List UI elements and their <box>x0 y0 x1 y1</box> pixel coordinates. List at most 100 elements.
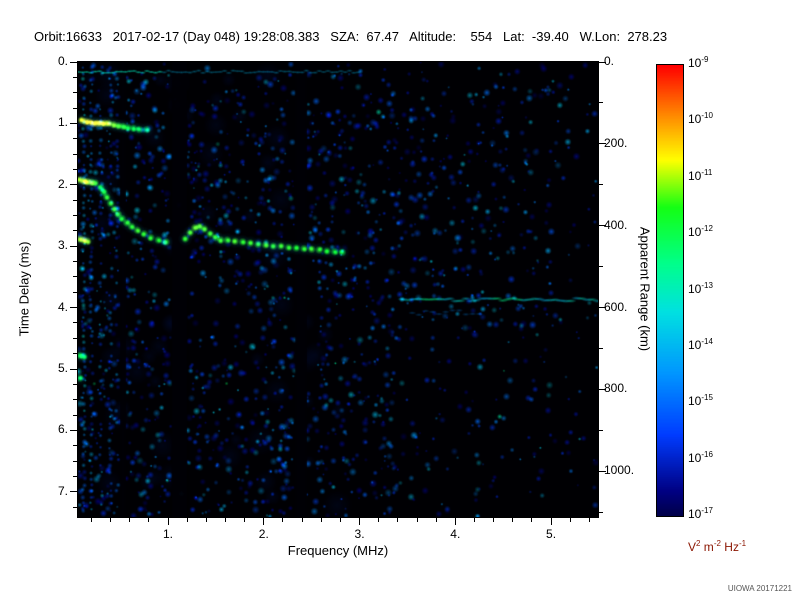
x-minor-tick <box>186 518 188 522</box>
range-minor-tick <box>599 511 603 513</box>
x-minor-tick <box>435 518 437 522</box>
y-major-tick <box>70 307 77 309</box>
y-minor-tick <box>73 291 77 293</box>
x-minor-tick <box>129 518 131 522</box>
y-tick-label: 2. <box>57 176 68 191</box>
colorbar-tick-label: 10-17 <box>688 506 713 522</box>
range-tick-label: 400. <box>604 217 628 232</box>
x-minor-tick <box>205 518 207 522</box>
y-major-tick <box>70 61 77 63</box>
y-minor-tick <box>73 322 77 324</box>
y-minor-tick <box>73 414 77 416</box>
y-minor-tick <box>73 138 77 140</box>
x-tick-label: 1. <box>163 527 174 541</box>
x-major-tick <box>550 518 552 525</box>
x-major-tick <box>454 518 456 525</box>
y-minor-tick <box>73 261 77 263</box>
y-major-tick <box>70 184 77 186</box>
colorbar-tick-label: 10-15 <box>688 393 713 409</box>
range-tick-label: 200. <box>604 135 628 150</box>
range-major-tick <box>599 225 606 227</box>
y-minor-tick <box>73 475 77 477</box>
y-minor-tick <box>73 460 77 462</box>
y-tick-label: 0. <box>57 54 68 68</box>
range-tick-label: 600. <box>604 299 628 314</box>
y-minor-tick <box>73 153 77 155</box>
x-minor-tick <box>320 518 322 522</box>
x-minor-tick <box>282 518 284 522</box>
x-minor-tick <box>512 518 514 522</box>
y-minor-tick <box>73 199 77 201</box>
x-minor-tick <box>378 518 380 522</box>
y-minor-tick <box>73 168 77 170</box>
y-tick-label: 3. <box>57 238 68 253</box>
x-minor-tick <box>588 518 590 522</box>
x-major-tick <box>167 518 169 525</box>
colorbar-tick-label: 10-16 <box>688 449 713 465</box>
y-major-tick <box>70 491 77 493</box>
x-axis-title: Frequency (MHz) <box>287 543 389 558</box>
x-tick-label: 3. <box>354 527 365 541</box>
x-minor-tick <box>493 518 495 522</box>
range-major-tick <box>599 470 606 472</box>
y-minor-tick <box>73 506 77 508</box>
y-tick-label: 4. <box>57 299 68 314</box>
colorbar-unit-label: V2 m-2 Hz-1 <box>688 539 747 555</box>
x-minor-tick <box>301 518 303 522</box>
x-minor-tick <box>473 518 475 522</box>
range-major-tick <box>599 143 606 145</box>
colorbar-tick-label: 10-11 <box>688 167 713 183</box>
x-minor-tick <box>244 518 246 522</box>
y-major-tick <box>70 122 77 124</box>
range-minor-tick <box>599 348 603 350</box>
range-major-tick <box>599 388 606 390</box>
colorbar-tick-label: 10-14 <box>688 336 713 352</box>
y-minor-tick <box>73 215 77 216</box>
colorbar-tick-label: 10-13 <box>688 280 713 296</box>
y-minor-tick <box>73 399 77 401</box>
range-tick-label: 0. <box>604 54 615 68</box>
range-minor-tick <box>599 266 603 268</box>
range-minor-tick <box>599 184 603 186</box>
x-minor-tick <box>110 518 112 522</box>
spectrogram-canvas <box>78 62 598 517</box>
y-major-tick <box>70 245 77 247</box>
x-tick-label: 4. <box>450 527 461 541</box>
x-tick-label: 5. <box>546 527 557 541</box>
x-minor-tick <box>397 518 399 522</box>
y-minor-tick <box>73 230 77 232</box>
y-tick-label: 6. <box>57 422 68 437</box>
colorbar-tick-label: 10-10 <box>688 111 713 127</box>
x-major-tick <box>263 518 265 525</box>
y-tick-label: 5. <box>57 361 68 376</box>
y-major-tick <box>70 429 77 431</box>
y-minor-tick <box>73 107 77 109</box>
x-minor-tick <box>416 518 418 522</box>
range-major-tick <box>599 307 606 309</box>
x-minor-tick <box>90 518 92 522</box>
x-tick-label: 2. <box>258 527 269 541</box>
colorbar-tick-label: 10-12 <box>688 224 713 240</box>
y-major-tick <box>70 368 77 370</box>
range-major-tick <box>599 61 606 63</box>
plot-frame <box>77 61 599 518</box>
y-minor-tick <box>73 276 77 278</box>
y-minor-tick <box>73 353 77 355</box>
x-minor-tick <box>531 518 533 522</box>
y-tick-label: 1. <box>57 115 68 130</box>
header-info: Orbit:16633 2017-02-17 (Day 048) 19:28:0… <box>34 29 668 44</box>
y-minor-tick <box>73 92 77 94</box>
credit-text: UIOWA 20171221 <box>727 584 792 593</box>
colorbar-tick-label: 10-9 <box>688 55 709 71</box>
y-tick-label: 7. <box>57 483 68 498</box>
y-axis-title-left: Time Delay (ms) <box>16 241 32 337</box>
x-minor-tick <box>224 518 226 522</box>
y-minor-tick <box>73 383 77 385</box>
x-minor-tick <box>569 518 571 522</box>
colorbar-canvas <box>656 64 684 517</box>
x-major-tick <box>359 518 361 525</box>
y-minor-tick <box>73 445 77 447</box>
x-minor-tick <box>339 518 341 522</box>
y-axis-title-right: Apparent Range (km) <box>637 226 653 352</box>
